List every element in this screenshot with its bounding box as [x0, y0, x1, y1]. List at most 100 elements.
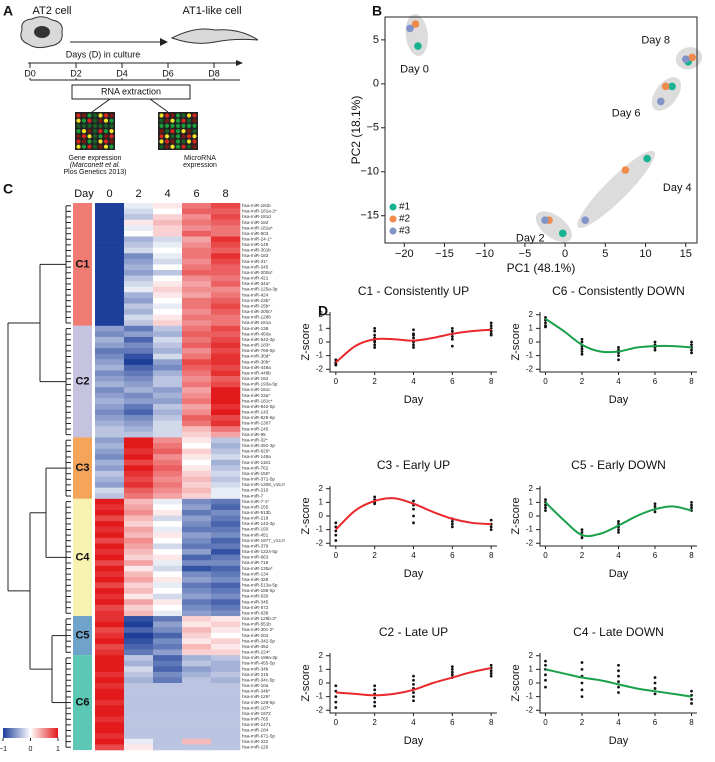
heat-cell — [124, 549, 154, 555]
heat-cell — [153, 660, 183, 667]
heat-cell — [153, 549, 183, 555]
row-label: hsa-miR-135a* — [242, 566, 273, 571]
heat-cell — [124, 616, 154, 622]
heat-cell — [153, 655, 183, 661]
point — [690, 689, 693, 693]
heat-cell — [95, 264, 125, 271]
heat-cell — [211, 671, 241, 678]
row-label: hsa-miR-126 — [242, 744, 269, 749]
row-label: hsa-miR-155 — [242, 504, 269, 509]
x-tick-label: 2 — [580, 718, 585, 727]
heat-cell — [153, 671, 183, 678]
heat-cell — [95, 576, 125, 583]
array-spot — [109, 134, 114, 139]
heat-cell — [211, 398, 241, 405]
heat-cell — [95, 643, 125, 650]
x-tick-label: 0 — [334, 718, 339, 727]
heat-cell — [95, 208, 125, 215]
point — [617, 691, 620, 694]
point — [489, 518, 493, 522]
heat-cell — [124, 588, 154, 595]
heat-cell — [182, 744, 212, 751]
heat-cell — [95, 722, 125, 728]
heat-cell — [95, 565, 125, 572]
row-label: hsa-miR-224* — [242, 650, 270, 655]
heat-cell — [182, 281, 212, 288]
x-axis-label: Day — [404, 735, 424, 747]
array-spot — [103, 113, 109, 118]
x-tick-label: 6 — [450, 718, 455, 727]
heat-cell — [211, 459, 241, 466]
heat-cell — [153, 632, 183, 639]
x-tick-label: 4 — [411, 718, 416, 727]
heat-cell — [211, 493, 241, 500]
row-label: hsa-miR-628-5p — [242, 415, 275, 420]
heat-cell — [153, 454, 183, 461]
array-spot — [175, 113, 181, 118]
point — [334, 684, 338, 688]
heat-cell — [153, 297, 183, 304]
point — [690, 503, 693, 507]
y-tick-label: 1 — [319, 664, 324, 673]
heat-cell — [182, 297, 212, 304]
x-tick-label: 8 — [489, 551, 494, 560]
heat-cell — [95, 509, 125, 516]
point — [558, 229, 567, 238]
heat-cell — [153, 593, 183, 600]
heat-cell — [182, 649, 212, 656]
y-tick-label: -1 — [526, 351, 534, 360]
heat-cell — [153, 560, 183, 567]
y-tick-label: -1 — [316, 692, 324, 701]
heat-cell — [95, 716, 125, 723]
point — [450, 520, 454, 523]
row-label: hsa-miR-134 — [242, 571, 269, 576]
heat-cell — [182, 565, 212, 572]
heat-cell — [182, 526, 212, 533]
array-spot — [98, 123, 103, 128]
row-label: hsa-miR-125b-2* — [242, 616, 277, 621]
array-spot — [186, 134, 192, 139]
heat-cell — [95, 532, 125, 539]
heat-cell — [95, 710, 125, 717]
heat-cell — [211, 509, 241, 516]
heat-cell — [211, 348, 241, 355]
y-tick-label: 0 — [319, 337, 324, 346]
heat-cell — [182, 325, 212, 332]
point — [544, 509, 547, 512]
heat-cell — [153, 627, 183, 634]
y-tick-label: 5 — [373, 34, 379, 46]
heat-cell — [182, 666, 212, 673]
heat-cell — [95, 203, 125, 209]
point — [690, 697, 693, 701]
heat-cell — [182, 348, 212, 355]
array-spot — [186, 129, 192, 134]
heat-cell — [153, 554, 183, 561]
heat-cell — [182, 364, 212, 371]
heat-cell — [182, 643, 212, 650]
plot-title: C3 - Early UP — [377, 458, 450, 472]
heat-cell — [182, 716, 212, 723]
heat-cell — [182, 610, 212, 617]
array-spot — [109, 118, 114, 123]
point — [690, 351, 693, 355]
heat-cell — [124, 225, 154, 232]
heat-cell — [95, 230, 125, 237]
heat-cell — [182, 353, 212, 360]
y-tick-label: 0 — [529, 337, 534, 346]
heat-cell — [211, 342, 241, 349]
plot-title: C1 - Consistently UP — [358, 284, 469, 298]
row-label: hsa-miR-421 — [242, 276, 269, 281]
point — [690, 348, 693, 352]
heat-cell — [153, 604, 183, 611]
culture-label: Days (D) in culture — [66, 49, 141, 59]
heat-cell — [182, 403, 212, 410]
heat-cell — [182, 727, 212, 734]
heat-cell — [153, 515, 183, 522]
array-spot — [159, 118, 164, 123]
column-label: 6 — [193, 188, 199, 200]
column-header: Day — [74, 188, 94, 200]
heat-cell — [95, 348, 125, 355]
array-spot — [109, 139, 114, 144]
array-spot — [164, 113, 170, 118]
heat-cell — [211, 415, 241, 421]
